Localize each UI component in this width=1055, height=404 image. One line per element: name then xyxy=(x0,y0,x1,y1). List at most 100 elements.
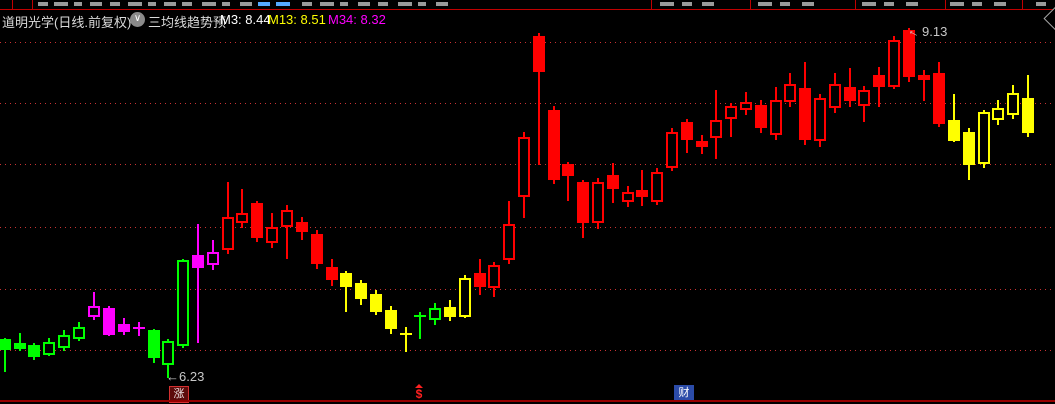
candle xyxy=(192,255,204,268)
indicator-value-m34: M34: 8.32 xyxy=(328,12,386,27)
candle xyxy=(326,267,338,280)
toolbar-text-fragment xyxy=(320,2,334,6)
candle xyxy=(577,182,589,223)
event-marker-dividend[interactable]: $ xyxy=(408,384,430,400)
toolbar-text-fragment xyxy=(884,2,894,6)
toolbar-text-fragment xyxy=(258,2,270,6)
candle xyxy=(784,84,796,102)
candle xyxy=(28,345,40,357)
candle-wick xyxy=(923,70,925,101)
candle xyxy=(414,315,426,317)
toolbar-text-fragment xyxy=(128,2,142,6)
candle xyxy=(710,120,722,138)
triangle-up-icon xyxy=(415,384,423,388)
candle xyxy=(548,110,560,180)
candle xyxy=(103,308,115,335)
candle-wick xyxy=(419,312,421,339)
toolbar-text-fragment xyxy=(164,2,176,6)
toolbar-text-fragment xyxy=(276,2,290,6)
candle xyxy=(355,283,367,299)
toolbar-text-fragment xyxy=(660,2,674,6)
candle xyxy=(43,342,55,355)
candle-wick xyxy=(405,327,407,352)
candle xyxy=(14,343,26,349)
indicator-value-m3: M3: 8.44 xyxy=(220,12,271,27)
toolbar-text-fragment xyxy=(862,2,876,6)
candle-wick xyxy=(286,205,288,259)
event-badge-rise[interactable]: 涨 xyxy=(169,386,189,403)
candle xyxy=(888,40,900,87)
candle xyxy=(518,137,530,197)
candle xyxy=(459,278,471,317)
top-toolbar-strip xyxy=(0,0,1055,10)
candle xyxy=(1007,93,1019,115)
toolbar-text-fragment xyxy=(906,2,918,6)
candle xyxy=(607,175,619,189)
candle xyxy=(666,132,678,168)
candle xyxy=(992,108,1004,120)
candle xyxy=(400,333,412,335)
candle-wick xyxy=(567,162,569,201)
candle xyxy=(963,132,975,165)
candle xyxy=(474,273,486,287)
toolbar-text-fragment xyxy=(780,2,790,6)
candle-wick xyxy=(197,224,199,343)
chevron-down-icon[interactable]: ∨ xyxy=(130,12,145,27)
toolbar-text-fragment xyxy=(358,2,370,6)
candle-wick xyxy=(878,67,880,107)
candle xyxy=(444,307,456,317)
price-gridline xyxy=(0,103,1055,104)
toolbar-separator xyxy=(1022,0,1023,9)
toolbar-text-fragment xyxy=(418,2,426,6)
low-price-label: 6.23 xyxy=(179,369,205,384)
high-price-annotation: ←9.13 xyxy=(905,22,948,41)
candle xyxy=(562,164,574,176)
toolbar-text-fragment xyxy=(1036,2,1046,6)
toolbar-separator xyxy=(12,0,13,9)
candle xyxy=(978,112,990,164)
toolbar-text-fragment xyxy=(74,2,82,6)
candle xyxy=(148,330,160,358)
price-gridline xyxy=(0,227,1055,228)
toolbar-text-fragment xyxy=(436,2,448,6)
candle xyxy=(770,100,782,135)
stock-title: 道明光学(日线.前复权) xyxy=(2,15,132,30)
candle xyxy=(755,105,767,128)
arrow-left-icon: ← xyxy=(166,369,179,384)
toolbar-text-fragment xyxy=(110,2,120,6)
chart-bottom-border xyxy=(0,400,1055,402)
toolbar-separator xyxy=(855,0,856,9)
indicator-name[interactable]: 三均线趋势预 xyxy=(148,15,227,30)
toolbar-text-fragment xyxy=(222,2,230,6)
toolbar-separator xyxy=(945,0,946,9)
candle xyxy=(799,88,811,140)
candle xyxy=(340,273,352,287)
candle-wick xyxy=(19,333,21,351)
toolbar-separator xyxy=(651,0,652,9)
high-price-label: 9.13 xyxy=(922,24,948,39)
chart-header: 道明光学(日线.前复权) ∨ 三均线趋势预 M3: 8.44 M13: 8.51… xyxy=(0,10,1055,31)
price-gridline xyxy=(0,350,1055,351)
toolbar-text-fragment xyxy=(340,2,348,6)
candle xyxy=(622,192,634,202)
candle xyxy=(118,324,130,332)
price-gridline xyxy=(0,42,1055,43)
candle xyxy=(88,306,100,317)
candle xyxy=(162,341,174,365)
candle-wick xyxy=(953,94,955,142)
candle xyxy=(58,335,70,348)
candle xyxy=(503,224,515,260)
candle xyxy=(636,190,648,197)
candle xyxy=(266,227,278,243)
candle xyxy=(873,75,885,87)
candle xyxy=(814,98,826,141)
toolbar-text-fragment xyxy=(38,2,48,6)
toolbar-text-fragment xyxy=(378,2,388,6)
toolbar-text-fragment xyxy=(702,2,714,6)
toolbar-text-fragment xyxy=(802,2,814,6)
candle xyxy=(222,217,234,250)
candle-wick xyxy=(241,189,243,228)
candle xyxy=(236,213,248,223)
